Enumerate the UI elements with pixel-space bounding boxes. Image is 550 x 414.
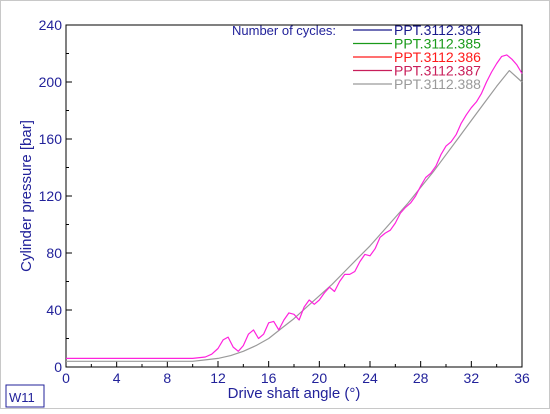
- y-tick-label: 160: [39, 131, 63, 147]
- x-tick-label: 24: [362, 370, 378, 386]
- x-axis-title: Drive shaft angle (°): [228, 385, 361, 402]
- y-axis-ticks: 0 40 80 120 160 200 240: [39, 17, 72, 375]
- legend-entry-label: PPT.3112.386: [394, 49, 481, 65]
- legend-entry-label: PPT.3112.387: [394, 63, 481, 79]
- x-tick-label: 36: [514, 370, 530, 386]
- y-tick-label: 0: [54, 359, 62, 375]
- legend-entry-label: PPT.3112.385: [394, 36, 481, 52]
- x-tick-label: 4: [113, 370, 121, 386]
- x-tick-label: 0: [62, 370, 70, 386]
- corner-label: W11: [9, 390, 35, 405]
- y-tick-label: 200: [39, 74, 63, 90]
- y-tick-label: 80: [46, 245, 62, 261]
- x-axis-ticks: 0 4 8 12 16 20 24 28 32 36: [62, 361, 530, 386]
- x-tick-label: 20: [312, 370, 328, 386]
- legend: Number of cycles: PPT.3112.384PPT.3112.3…: [232, 22, 481, 92]
- legend-entry-label: PPT.3112.388: [394, 76, 481, 92]
- y-tick-label: 40: [46, 302, 62, 318]
- series-lines: [66, 54, 523, 362]
- x-tick-label: 32: [464, 370, 480, 386]
- y-tick-label: 240: [39, 17, 63, 33]
- x-tick-label: 28: [413, 370, 429, 386]
- y-axis-title: Cylinder pressure [bar]: [18, 120, 35, 272]
- y-tick-label: 120: [39, 188, 63, 204]
- corner-label-box: [5, 384, 45, 408]
- series-line: [66, 54, 523, 359]
- legend-entry-label: PPT.3112.384: [394, 22, 481, 38]
- x-tick-label: 8: [163, 370, 171, 386]
- legend-title: Number of cycles:: [232, 23, 336, 38]
- series-line: [66, 69, 523, 362]
- x-tick-label: 12: [210, 370, 226, 386]
- x-tick-label: 16: [261, 370, 277, 386]
